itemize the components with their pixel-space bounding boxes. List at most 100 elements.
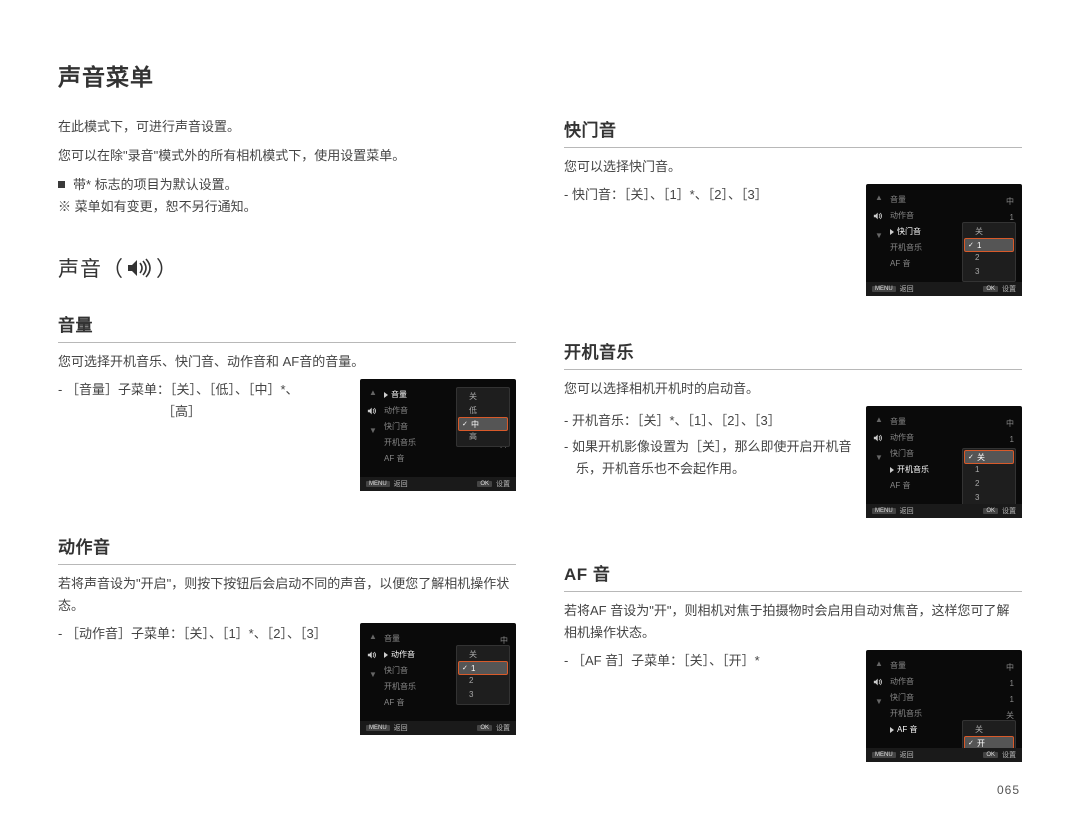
intro-bullet-text: 带* 标志的项目为默认设置。 xyxy=(73,174,238,197)
ok-btn-icon: OK xyxy=(983,286,998,292)
lcd-footer: MENU 返回 OK 设置 xyxy=(866,504,1022,518)
lcd-panel-item: 中 xyxy=(458,417,508,431)
lcd-panel-item: 高 xyxy=(457,430,509,444)
lcd-panel-item: 关 xyxy=(457,390,509,404)
volume-sub2: ［高］ xyxy=(58,401,348,423)
lcd-startup: ▲▼音量动作音快门音开机音乐AF 音中11开关123MENU返回OK设置 xyxy=(866,406,1022,518)
lcd-panel-item: 关 xyxy=(457,648,509,662)
down-arrow-icon: ▼ xyxy=(369,427,377,435)
lcd-side-icons: ▲▼ xyxy=(871,416,887,462)
volume-detail-text: - ［音量］子菜单：［关］、［低］、［中］*、 ［高］ xyxy=(58,379,348,423)
lcd-panel: 关123 xyxy=(962,448,1016,508)
lcd-footer: MENU返回OK设置 xyxy=(866,748,1022,762)
ok-btn-icon: OK xyxy=(477,481,492,487)
lcd-ok-label: 设置 xyxy=(1002,506,1016,516)
lcd-side-icons: ▲▼ xyxy=(365,389,381,435)
speaker-icon xyxy=(367,649,379,663)
volume-sub1: - ［音量］子菜单：［关］、［低］、［中］*、 xyxy=(58,379,348,401)
lcd-menu-rows: 音量动作音快门音开机音乐AF 音 xyxy=(890,414,960,494)
page-root: 声音菜单 在此模式下，可进行声音设置。 您可以在除"录音"模式外的所有相机模式下… xyxy=(0,0,1080,815)
speaker-icon xyxy=(126,257,154,279)
lcd-panel-item: 2 xyxy=(963,477,1015,491)
up-arrow-icon: ▲ xyxy=(875,416,883,424)
menu-btn-icon: MENU xyxy=(872,508,896,514)
lcd-row: 动作音 xyxy=(384,403,454,419)
menu-btn-icon: MENU xyxy=(872,286,896,292)
speaker-icon xyxy=(367,405,379,419)
lcd-panel-item: 1 xyxy=(458,661,508,675)
menu-btn-icon: MENU xyxy=(872,752,896,758)
af-body: 若将AF 音设为"开"，则相机对焦于拍摄物时会启用自动对焦音，这样您可了解相机操… xyxy=(564,600,1022,644)
startup-sub1: - 开机音乐：［关］*、［1］、［2］、［3］ xyxy=(564,410,854,432)
lcd-shutter: ▲▼音量动作音快门音开机音乐AF 音中1关开关123MENU返回OK设置 xyxy=(866,184,1022,296)
startup-body: 您可以选择相机开机时的启动音。 xyxy=(564,378,1022,400)
lcd-row: 快门音 xyxy=(890,446,960,462)
intro-line-1: 在此模式下，可进行声音设置。 xyxy=(58,116,516,139)
lcd-ok-label: 设置 xyxy=(1002,284,1016,294)
lcd-row: 音量 xyxy=(890,414,960,430)
lcd-row: AF 音 xyxy=(384,451,454,467)
down-arrow-icon: ▼ xyxy=(369,671,377,679)
page-title: 声音菜单 xyxy=(58,58,1022,92)
intro-note: ※ 菜单如有变更，恕不另行通知。 xyxy=(58,196,516,219)
lcd-panel-item: 3 xyxy=(963,491,1015,505)
lcd-panel-item: 1 xyxy=(963,463,1015,477)
lcd-row: 开机音乐 xyxy=(890,462,960,478)
play-icon xyxy=(890,727,894,733)
lcd-row: 动作音 xyxy=(890,430,960,446)
down-arrow-icon: ▼ xyxy=(875,454,883,462)
action-heading: 动作音 xyxy=(58,533,516,565)
shutter-sub: - 快门音：［关］、［1］*、［2］、［3］ xyxy=(564,184,854,206)
lcd-row: AF 音 xyxy=(890,478,960,494)
lcd-row: 快门音 xyxy=(890,690,960,706)
lcd-right-val: 1 xyxy=(1006,676,1014,692)
lcd-panel-item: 3 xyxy=(457,688,509,702)
lcd-menu-rows: 音量动作音快门音开机音乐AF 音 xyxy=(890,192,960,272)
lcd-right-vals: 中11关 xyxy=(1006,660,1014,724)
play-icon xyxy=(384,652,388,658)
lcd-back-label: 返回 xyxy=(394,479,408,489)
lcd-footer: MENU返回OK设置 xyxy=(360,477,516,491)
volume-heading: 音量 xyxy=(58,311,516,343)
volume-detail-row: - ［音量］子菜单：［关］、［低］、［中］*、 ［高］ ▲▼音量动作音快门音开机… xyxy=(58,379,516,491)
lcd-row: 开机音乐 xyxy=(384,679,454,695)
lcd-panel-item: 低 xyxy=(457,404,509,418)
intro-bullet: 带* 标志的项目为默认设置。 xyxy=(58,174,516,197)
lcd-side-icons: ▲▼ xyxy=(365,633,381,679)
up-arrow-icon: ▲ xyxy=(875,660,883,668)
lcd-ok-label: 设置 xyxy=(1002,750,1016,760)
action-detail-row: - ［动作音］子菜单：［关］、［1］*、［2］、［3］ ▲▼音量动作音快门音开机… xyxy=(58,623,516,735)
down-arrow-icon: ▼ xyxy=(875,698,883,706)
two-column-layout: 在此模式下，可进行声音设置。 您可以在除"录音"模式外的所有相机模式下，使用设置… xyxy=(58,116,1022,762)
speaker-icon xyxy=(873,676,885,690)
lcd-row: 开机音乐 xyxy=(890,706,960,722)
lcd-panel-item: 2 xyxy=(457,674,509,688)
lcd-right-val: 1 xyxy=(1006,692,1014,708)
speaker-icon xyxy=(873,210,885,224)
lcd-panel-item: 1 xyxy=(964,238,1014,252)
action-sub: - ［动作音］子菜单：［关］、［1］*、［2］、［3］ xyxy=(58,623,348,645)
lcd-back-label: 返回 xyxy=(900,506,914,516)
lcd-panel: 关123 xyxy=(456,645,510,705)
lcd-menu-rows: 音量动作音快门音开机音乐AF 音 xyxy=(890,658,960,738)
af-detail-row: - ［AF 音］子菜单：［关］、［开］* ▲▼音量动作音快门音开机音乐AF 音中… xyxy=(564,650,1022,762)
startup-detail-row: - 开机音乐：［关］*、［1］、［2］、［3］ - 如果开机影像设置为［关］，那… xyxy=(564,406,1022,518)
startup-detail-text: - 开机音乐：［关］*、［1］、［2］、［3］ - 如果开机影像设置为［关］，那… xyxy=(564,406,854,480)
sound-heading-pre: 声音（ xyxy=(58,253,124,283)
lcd-side-icons: ▲▼ xyxy=(871,194,887,240)
action-body: 若将声音设为"开启"，则按下按钮后会启动不同的声音，以便您了解相机操作状态。 xyxy=(58,573,516,617)
play-icon xyxy=(890,467,894,473)
shutter-heading: 快门音 xyxy=(564,116,1022,148)
lcd-row: 音量 xyxy=(890,192,960,208)
ok-btn-icon: OK xyxy=(983,508,998,514)
right-column: 快门音 您可以选择快门音。 - 快门音：［关］、［1］*、［2］、［3］ ▲▼音… xyxy=(564,116,1022,762)
lcd-right-val: 1 xyxy=(1006,432,1014,448)
lcd-row: 快门音 xyxy=(890,224,960,240)
lcd-menu-rows: 音量动作音快门音开机音乐AF 音 xyxy=(384,387,454,467)
startup-heading: 开机音乐 xyxy=(564,338,1022,370)
volume-body: 您可选择开机音乐、快门音、动作音和 AF音的音量。 xyxy=(58,351,516,373)
lcd-row: 快门音 xyxy=(384,663,454,679)
af-heading: AF 音 xyxy=(564,560,1022,592)
speaker-icon xyxy=(873,432,885,446)
lcd-action: ▲▼音量动作音快门音开机音乐AF 音中1关开关123MENU返回OK设置 xyxy=(360,623,516,735)
